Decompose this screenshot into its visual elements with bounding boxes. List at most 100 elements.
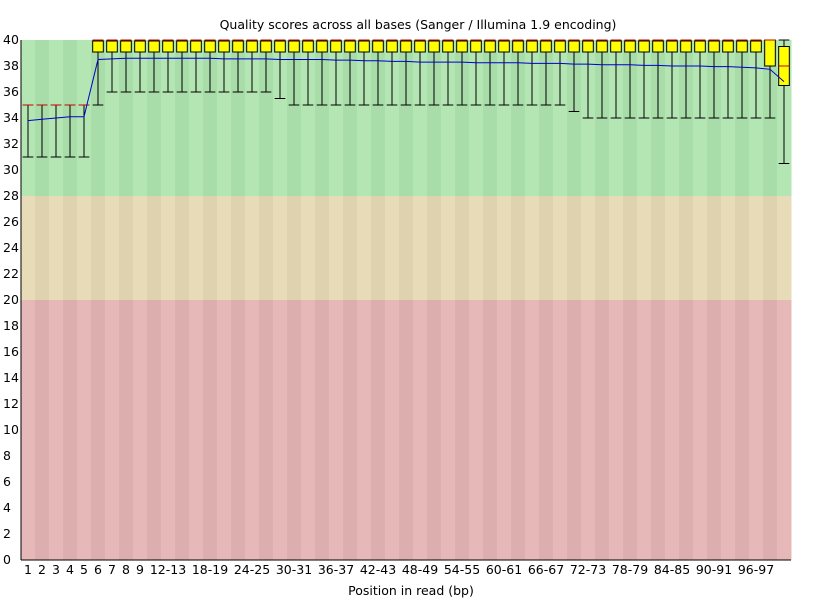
y-tick-label: 26	[3, 214, 19, 229]
band-good-stripe	[511, 40, 526, 196]
band-reasonable-stripe	[231, 196, 246, 300]
band-poor-stripe	[609, 300, 624, 560]
band-reasonable-stripe	[273, 196, 288, 300]
y-tick-label: 20	[3, 292, 19, 307]
band-good-stripe	[231, 40, 246, 196]
band-reasonable-stripe	[623, 196, 638, 300]
band-poor-stripe	[399, 300, 414, 560]
band-poor-stripe	[763, 300, 778, 560]
band-good-stripe	[203, 40, 218, 196]
band-poor-stripe	[623, 300, 638, 560]
x-tick-label: 5	[80, 562, 88, 577]
iqr-box	[582, 40, 594, 53]
band-good-stripe	[497, 40, 512, 196]
y-tick-label: 4	[3, 500, 11, 515]
iqr-box	[134, 40, 146, 53]
band-poor-stripe	[63, 300, 78, 560]
x-tick-label: 90-91	[696, 562, 732, 577]
band-good-stripe	[133, 40, 148, 196]
band-good-stripe	[245, 40, 260, 196]
band-poor-stripe	[189, 300, 204, 560]
iqr-box	[680, 40, 692, 53]
iqr-box	[624, 40, 636, 53]
iqr-box	[498, 40, 510, 53]
quality-bands	[21, 40, 792, 560]
band-reasonable-stripe	[49, 196, 64, 300]
band-poor-stripe	[343, 300, 358, 560]
x-axis-title: Position in read (bp)	[348, 583, 474, 598]
band-reasonable-stripe	[189, 196, 204, 300]
band-poor-stripe	[217, 300, 232, 560]
x-tick-label: 1	[24, 562, 32, 577]
band-reasonable-stripe	[679, 196, 694, 300]
band-reasonable-stripe	[539, 196, 554, 300]
band-poor-stripe	[679, 300, 694, 560]
band-poor-stripe	[539, 300, 554, 560]
iqr-box	[638, 40, 650, 53]
iqr-box	[148, 40, 160, 53]
band-good-stripe	[287, 40, 302, 196]
y-tick-label: 18	[3, 318, 19, 333]
band-poor-stripe	[273, 300, 288, 560]
band-poor-stripe	[721, 300, 736, 560]
band-reasonable-stripe	[287, 196, 302, 300]
band-reasonable-stripe	[483, 196, 498, 300]
band-poor-stripe	[175, 300, 190, 560]
band-poor-stripe	[511, 300, 526, 560]
band-reasonable-stripe	[91, 196, 106, 300]
y-tick-label: 16	[3, 344, 19, 359]
iqr-box	[302, 40, 314, 53]
y-tick-label: 6	[3, 474, 11, 489]
band-reasonable-stripe	[665, 196, 680, 300]
x-tick-label: 12-13	[150, 562, 186, 577]
band-good-stripe	[315, 40, 330, 196]
y-tick-label: 12	[3, 396, 19, 411]
band-poor-stripe	[469, 300, 484, 560]
iqr-box	[694, 40, 706, 53]
band-poor-stripe	[497, 300, 512, 560]
y-tick-label: 36	[3, 84, 19, 99]
band-reasonable-stripe	[777, 196, 792, 300]
band-reasonable-stripe	[161, 196, 176, 300]
y-tick-label: 32	[3, 136, 19, 151]
iqr-box	[176, 40, 188, 53]
iqr-box	[484, 40, 496, 53]
x-tick-label: 66-67	[528, 562, 564, 577]
band-poor-stripe	[301, 300, 316, 560]
band-good-stripe	[189, 40, 204, 196]
band-poor-stripe	[413, 300, 428, 560]
band-poor-stripe	[245, 300, 260, 560]
medians	[22, 39, 790, 106]
iqr-box	[162, 40, 174, 53]
iqr-box	[288, 40, 300, 53]
band-reasonable-stripe	[21, 196, 36, 300]
x-tick-label: 6	[94, 562, 102, 577]
band-poor-stripe	[231, 300, 246, 560]
y-tick-label: 38	[3, 58, 19, 73]
iqr-box	[596, 40, 608, 53]
iqr-box	[666, 40, 678, 53]
band-reasonable-stripe	[175, 196, 190, 300]
iqr-box	[554, 40, 566, 53]
band-poor-stripe	[427, 300, 442, 560]
y-tick-label: 40	[3, 32, 19, 47]
iqr-box	[442, 40, 454, 53]
band-reasonable-stripe	[693, 196, 708, 300]
x-tick-label: 78-79	[612, 562, 648, 577]
band-reasonable-stripe	[567, 196, 582, 300]
band-good-stripe	[539, 40, 554, 196]
band-good-stripe	[91, 40, 106, 196]
x-tick-labels: 1 2 3 4 5 6 7 8 9 12-13 18-19 24-25 30-31 36-37 42-43 4…	[24, 562, 774, 577]
iqr-box	[526, 40, 538, 53]
x-tick-label: 48-49	[402, 562, 438, 577]
band-reasonable-stripe	[133, 196, 148, 300]
x-tick-label: 72-73	[570, 562, 606, 577]
iqr-box	[736, 40, 748, 53]
band-good-stripe	[105, 40, 120, 196]
band-poor-stripe	[161, 300, 176, 560]
band-good-stripe	[413, 40, 428, 196]
x-tick-label: 8	[122, 562, 130, 577]
x-tick-label: 36-37	[318, 562, 354, 577]
band-reasonable-stripe	[385, 196, 400, 300]
iqr-box	[344, 40, 356, 53]
